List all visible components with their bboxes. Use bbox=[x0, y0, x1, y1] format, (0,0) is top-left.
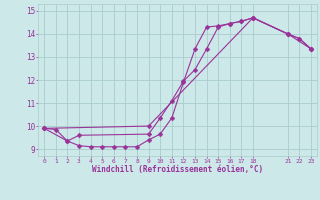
X-axis label: Windchill (Refroidissement éolien,°C): Windchill (Refroidissement éolien,°C) bbox=[92, 165, 263, 174]
